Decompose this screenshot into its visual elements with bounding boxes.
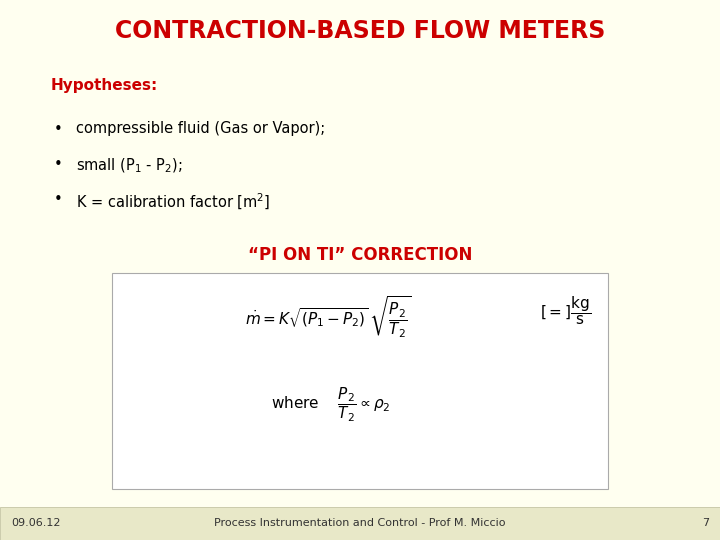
- Text: •: •: [54, 122, 63, 137]
- Text: $\dot{m} = K\sqrt{(P_1 - P_2)}\,\sqrt{\dfrac{P_2}{T_2}}$: $\dot{m} = K\sqrt{(P_1 - P_2)}\,\sqrt{\d…: [245, 294, 410, 340]
- Text: 09.06.12: 09.06.12: [11, 518, 60, 528]
- Text: •: •: [54, 192, 63, 207]
- Text: Process Instrumentation and Control - Prof M. Miccio: Process Instrumentation and Control - Pr…: [215, 518, 505, 528]
- Text: compressible fluid (Gas or Vapor);: compressible fluid (Gas or Vapor);: [76, 122, 325, 137]
- Text: K = calibration factor [m$^2$]: K = calibration factor [m$^2$]: [76, 192, 270, 212]
- Text: Hypotheses:: Hypotheses:: [50, 78, 158, 93]
- Bar: [112, 273, 608, 489]
- Text: CONTRACTION-BASED FLOW METERS: CONTRACTION-BASED FLOW METERS: [114, 19, 606, 43]
- Text: •: •: [54, 157, 63, 172]
- Text: 7: 7: [702, 518, 709, 528]
- Bar: [0, 507, 720, 540]
- Text: “PI ON TI” CORRECTION: “PI ON TI” CORRECTION: [248, 246, 472, 264]
- Text: where $\quad\dfrac{P_2}{T_2} \propto \rho_2$: where $\quad\dfrac{P_2}{T_2} \propto \rh…: [271, 386, 391, 424]
- Text: small (P$_1$ - P$_2$);: small (P$_1$ - P$_2$);: [76, 157, 182, 175]
- Text: $[=]\dfrac{\mathrm{kg}}{\mathrm{s}}$: $[=]\dfrac{\mathrm{kg}}{\mathrm{s}}$: [539, 294, 591, 327]
